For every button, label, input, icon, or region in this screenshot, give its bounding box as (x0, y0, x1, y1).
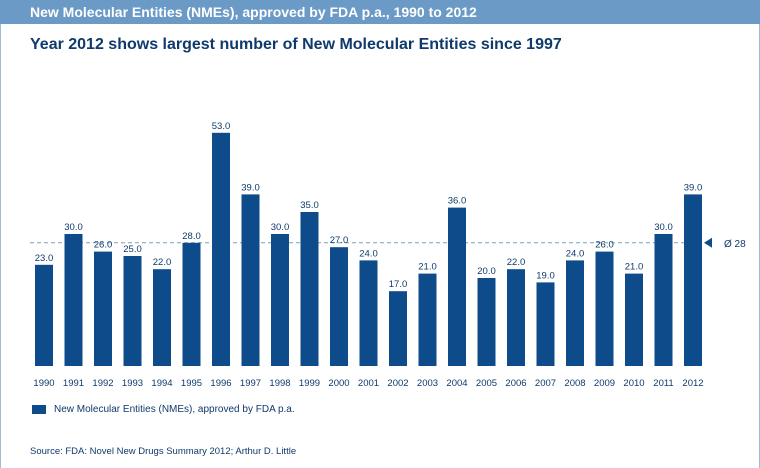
data-label-2001: 24.0 (359, 248, 378, 259)
data-label-2003: 21.0 (418, 262, 437, 273)
legend-label: New Molecular Entities (NMEs), approved … (54, 404, 295, 415)
x-tick-label-2010: 2010 (623, 378, 644, 389)
bar-1997 (241, 194, 260, 366)
bar-2007 (536, 282, 555, 366)
x-tick-label-1995: 1995 (181, 378, 202, 389)
bar-1995 (182, 242, 201, 366)
x-tick-label-1999: 1999 (299, 378, 320, 389)
data-label-1993: 25.0 (123, 244, 142, 255)
bar-2009 (595, 251, 614, 366)
data-label-1994: 22.0 (153, 257, 172, 268)
x-tick-label-1992: 1992 (92, 378, 113, 389)
x-tick-label-1996: 1996 (210, 378, 231, 389)
bar-1998 (271, 234, 289, 366)
x-tick-label-1997: 1997 (240, 378, 261, 389)
bar-2008 (566, 260, 584, 366)
data-label-2002: 17.0 (389, 279, 408, 290)
bar-1996 (212, 132, 230, 366)
bar-2012 (684, 194, 702, 366)
data-label-2000: 27.0 (330, 235, 349, 246)
bar-2004 (448, 207, 466, 366)
bar-1990 (35, 264, 53, 366)
chart-headline: Year 2012 shows largest number of New Mo… (30, 36, 562, 53)
bar-2000 (330, 247, 348, 366)
bar-2003 (418, 273, 437, 366)
data-label-1998: 30.0 (271, 222, 290, 233)
x-tick-label-1998: 1998 (269, 378, 290, 389)
data-label-2008: 24.0 (566, 248, 585, 259)
x-tick-label-2012: 2012 (682, 378, 703, 389)
bar-2001 (359, 260, 378, 366)
data-label-2010: 21.0 (625, 262, 644, 273)
x-tick-label-2009: 2009 (594, 378, 615, 389)
data-label-2006: 22.0 (507, 257, 526, 268)
legend-swatch (32, 405, 46, 414)
data-label-2011: 30.0 (654, 222, 673, 233)
data-label-1999: 35.0 (300, 200, 319, 211)
bar-2005 (477, 278, 496, 366)
average-label: Ø 28 (724, 239, 746, 250)
x-tick-label-2006: 2006 (505, 378, 526, 389)
x-tick-label-1991: 1991 (63, 378, 84, 389)
source-note: Source: FDA: Novel New Drugs Summary 201… (30, 446, 297, 457)
bar-1994 (153, 269, 171, 366)
data-label-1992: 26.0 (94, 240, 113, 251)
bar-2010 (625, 273, 643, 366)
chart-legend: New Molecular Entities (NMEs), approved … (32, 404, 295, 415)
data-label-1990: 23.0 (35, 253, 54, 264)
x-tick-label-1994: 1994 (151, 378, 172, 389)
bar-1992 (94, 251, 112, 366)
data-label-1995: 28.0 (182, 231, 201, 242)
data-label-2009: 26.0 (595, 240, 614, 251)
x-tick-label-2003: 2003 (417, 378, 438, 389)
x-tick-label-2004: 2004 (446, 378, 467, 389)
x-tick-label-2002: 2002 (387, 378, 408, 389)
data-label-2005: 20.0 (477, 266, 496, 277)
x-tick-label-2001: 2001 (358, 378, 379, 389)
average-marker-icon (704, 237, 712, 248)
title-bar: New Molecular Entities (NMEs), approved … (0, 0, 760, 24)
bar-2006 (507, 269, 525, 366)
data-label-1997: 39.0 (241, 182, 260, 193)
data-label-1996: 53.0 (212, 121, 231, 132)
data-label-1991: 30.0 (64, 222, 83, 233)
bar-1993 (123, 256, 142, 366)
title-bar-text: New Molecular Entities (NMEs), approved … (30, 4, 477, 20)
x-tick-label-2011: 2011 (653, 378, 673, 389)
x-tick-label-2007: 2007 (535, 378, 556, 389)
x-tick-label-1993: 1993 (122, 378, 143, 389)
frame-left-border (0, 24, 1, 468)
x-tick-label-1990: 1990 (33, 378, 54, 389)
data-label-2007: 19.0 (536, 270, 555, 281)
bar-2002 (389, 291, 407, 366)
bar-1999 (300, 212, 319, 366)
x-tick-label-2005: 2005 (476, 378, 497, 389)
bar-1991 (64, 234, 83, 366)
data-label-2012: 39.0 (684, 182, 703, 193)
bar-2011 (654, 234, 673, 366)
x-tick-label-2000: 2000 (328, 378, 349, 389)
x-tick-label-2008: 2008 (564, 378, 585, 389)
data-label-2004: 36.0 (448, 196, 467, 207)
